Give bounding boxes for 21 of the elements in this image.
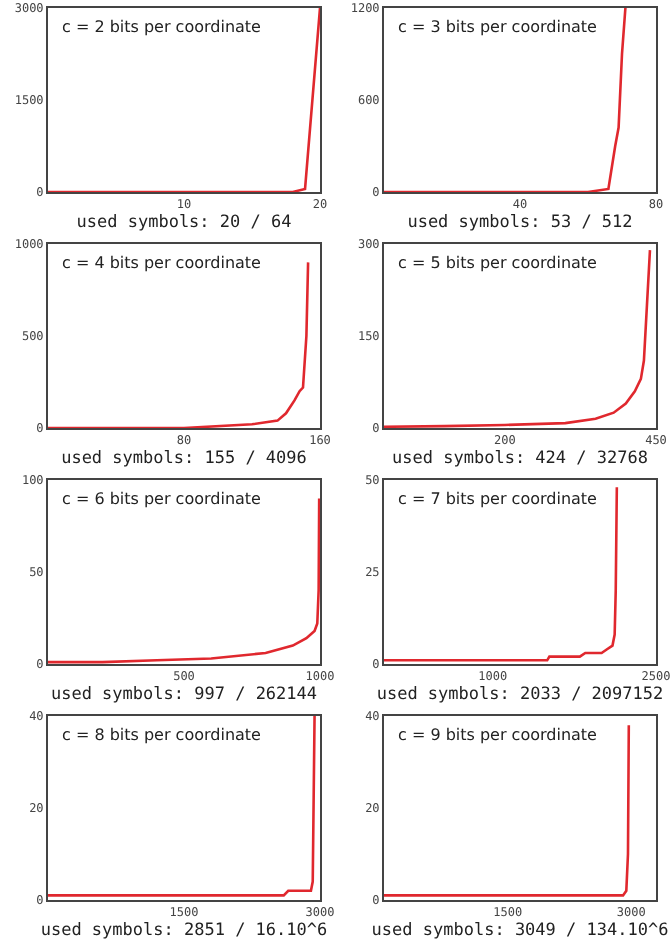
text: c = 9 bits per coordinate (398, 726, 598, 744)
x-axis-title: used symbols: 424 / 32768 (392, 449, 648, 470)
x-axis-title: used symbols: 155 / 4096 (61, 449, 307, 470)
line-series (384, 723, 631, 897)
x-axis-title: used symbols: 53 / 512 (407, 213, 633, 234)
x-axis-title: used symbols: 997 / 262144 (50, 685, 318, 706)
text: c = 3 bits per coordinate (398, 18, 598, 36)
x-axis-title: used symbols: 2033 / 2097152 (376, 685, 664, 706)
x-axis-title: used symbols: 2851 / 16.10^6 (40, 921, 328, 942)
text: c = 2 bits per coordinate (62, 18, 262, 36)
x-axis-title: used symbols: 20 / 64 (76, 213, 292, 234)
x-axis-title: used symbols: 3049 / 134.10^6 (371, 921, 669, 942)
text: c = 4 bits per coordinate (62, 254, 262, 272)
line-series (384, 8, 627, 192)
text: c = 8 bits per coordinate (62, 726, 262, 744)
line-series (48, 716, 316, 897)
text: c = 7 bits per coordinate (398, 490, 598, 508)
text: c = 6 bits per coordinate (62, 490, 262, 508)
text: c = 5 bits per coordinate (398, 254, 598, 272)
line-series (384, 248, 652, 428)
line-series (384, 486, 619, 662)
